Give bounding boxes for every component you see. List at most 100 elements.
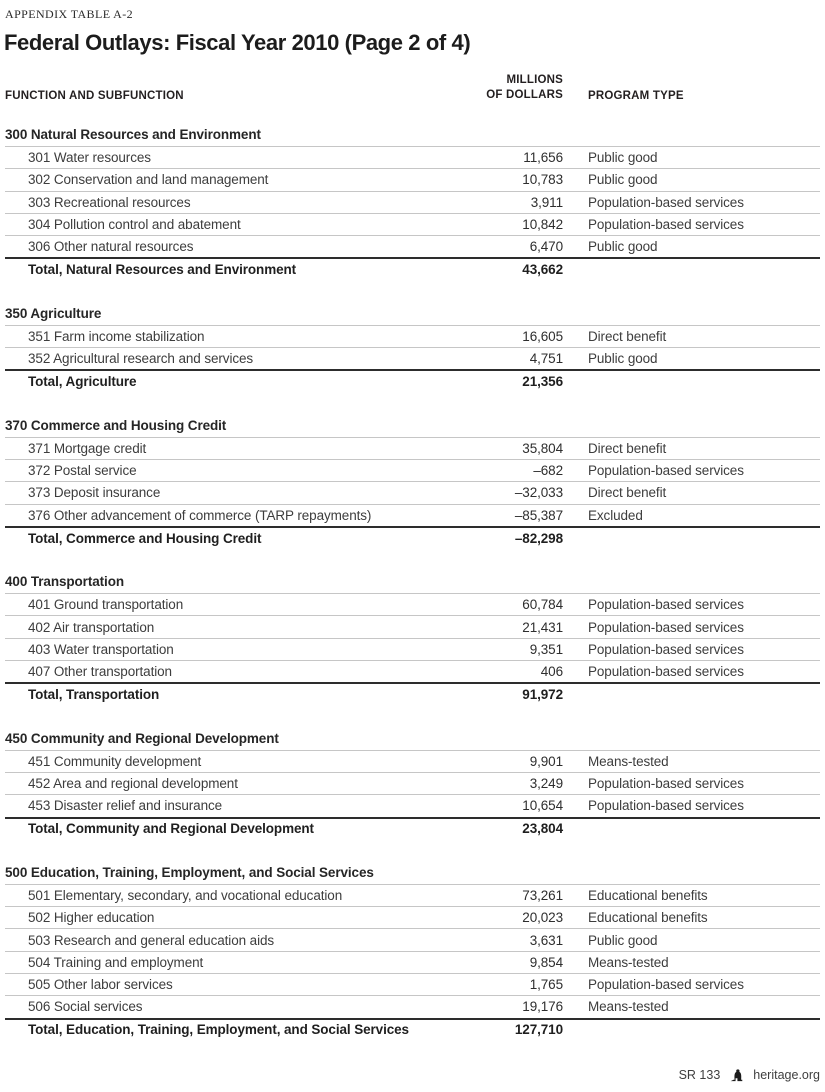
row-amount-value: 3,911 [530, 194, 563, 210]
row-amount-value: –85,387 [514, 507, 563, 523]
row-program-type: Educational benefits [588, 910, 708, 926]
total-row-amount: 23,804 [522, 821, 563, 837]
section-rows: 301 Water resources 11,656 Public good 302 … [5, 146, 820, 280]
page-footer: SR 133 heritage.org [679, 1065, 820, 1085]
total-row-amount: –82,298 [514, 530, 563, 546]
row-function-label: 501 Elementary, secondary, and vocationa… [28, 887, 343, 903]
row-amount-value: 9,854 [529, 954, 563, 970]
row-program-type: Population-based services [588, 194, 744, 210]
row-function-label: 401 Ground transportation [28, 597, 184, 613]
row-program-type: Population-based services [588, 641, 744, 657]
row-amount-value: 406 [540, 664, 563, 680]
section-rows: 351 Farm income stabilization 16,605 Direc… [5, 324, 820, 392]
row-program-type: Public good [588, 172, 658, 188]
table-row: 403 Water transportation 9,351 Population-… [5, 637, 820, 660]
row-program-type: Population-based services [588, 776, 744, 792]
row-program-type: Public good [588, 150, 658, 166]
table-row: 376 Other advancement of commerce (TARP … [5, 503, 820, 526]
total-row-label: Total, Agriculture [28, 374, 137, 390]
table-row: 352 Agricultural research and services 4,… [5, 347, 820, 369]
row-function-label: 352 Agricultural research and services [28, 351, 254, 367]
row-program-type: Means-tested [588, 753, 669, 769]
row-function-label: 302 Conservation and land management [28, 172, 269, 188]
section-header: 500 Education, Training, Employment, and… [5, 864, 374, 880]
row-amount-value: 9,901 [529, 753, 563, 769]
row-program-type: Means-tested [588, 954, 669, 970]
page-title: Federal Outlays: Fiscal Year 2010 (Page … [4, 30, 471, 55]
row-program-type: Direct benefit [588, 328, 667, 344]
row-function-label: 301 Water resources [28, 150, 151, 166]
row-function-label: 304 Pollution control and abatement [28, 217, 241, 233]
table-body: 300 Natural Resources and Environment 30… [5, 118, 820, 1040]
section-rows: 451 Community development 9,901 Means-test… [5, 749, 820, 839]
total-row-label: Total, Community and Regional Developmen… [28, 821, 314, 837]
section-header: 350 Agriculture [5, 305, 102, 321]
row-amount-value: 19,176 [522, 999, 563, 1015]
heritage-bell-icon [731, 1068, 743, 1081]
row-program-type: Population-based services [588, 597, 744, 613]
row-function-label: 506 Social services [28, 999, 143, 1015]
table-total-row: Total, Commerce and Housing Credit –82,29… [5, 525, 820, 548]
row-function-label: 452 Area and regional development [28, 776, 238, 792]
table-section: 500 Education, Training, Employment, and… [5, 861, 820, 1040]
column-header-function: FUNCTION AND SUBFUNCTION [5, 90, 184, 102]
row-function-label: 502 Higher education [28, 910, 155, 926]
row-amount-value: 60,784 [522, 597, 563, 613]
row-program-type: Direct benefit [588, 485, 667, 501]
table-row: 503 Research and general education aids 3… [5, 928, 820, 950]
row-amount-value: 6,470 [529, 239, 563, 255]
row-amount-value: –682 [533, 463, 563, 479]
total-row-amount: 21,356 [522, 374, 563, 390]
table-row: 453 Disaster relief and insurance 10,654 P… [5, 794, 820, 816]
column-header-program: PROGRAM TYPE [588, 90, 684, 102]
row-amount-value: 10,654 [522, 798, 563, 814]
total-row-amount: 91,972 [522, 686, 563, 702]
table-row: 401 Ground transportation 60,784 Populatio… [5, 593, 820, 615]
section-header: 450 Community and Regional Development [5, 730, 279, 746]
column-header-amount: MILLIONS OF DOLLARS [486, 73, 563, 102]
section-rows: 401 Ground transportation 60,784 Populatio… [5, 593, 820, 704]
table-row: 504 Training and employment 9,854 Means-te… [5, 950, 820, 973]
table-row: 452 Area and regional development 3,249 Po… [5, 771, 820, 794]
table-total-row: Total, Transportation 91,972 [5, 682, 820, 704]
table-row: 371 Mortgage credit 35,804 Direct benefit [5, 436, 820, 459]
table-row: 303 Recreational resources 3,911 Populatio… [5, 190, 820, 213]
table-section: 450 Community and Regional Development 4… [5, 727, 820, 839]
table-section: 300 Natural Resources and Environment 30… [5, 123, 820, 280]
row-program-type: Population-based services [588, 463, 744, 479]
row-program-type: Means-tested [588, 999, 669, 1015]
row-program-type: Direct benefit [588, 440, 667, 456]
table-row: 501 Elementary, secondary, and vocationa… [5, 883, 820, 906]
section-header: 370 Commerce and Housing Credit [5, 417, 227, 433]
total-row-amount: 43,662 [522, 262, 563, 278]
row-program-type: Population-based services [588, 977, 744, 993]
table-row: 407 Other transportation 406 Population-ba… [5, 660, 820, 682]
row-amount-value: 3,631 [529, 932, 563, 948]
column-header-amount-line2: OF DOLLARS [486, 88, 563, 101]
row-function-label: 407 Other transportation [28, 664, 172, 680]
table-section: 400 Transportation 401 Ground transporta… [5, 570, 820, 704]
table-row: 302 Conservation and land management 10,7… [5, 168, 820, 190]
row-amount-value: –32,033 [514, 485, 563, 501]
total-row-label: Total, Commerce and Housing Credit [28, 530, 262, 546]
row-amount-value: 21,431 [522, 619, 563, 635]
table-row: 402 Air transportation 21,431 Population-b… [5, 615, 820, 637]
row-amount-value: 20,023 [522, 910, 563, 926]
row-amount-value: 11,656 [523, 150, 563, 166]
table-total-row: Total, Agriculture 21,356 [5, 369, 820, 391]
row-function-label: 373 Deposit insurance [28, 485, 161, 501]
row-amount-value: 9,351 [529, 641, 563, 657]
row-program-type: Public good [588, 239, 658, 255]
total-row-label: Total, Education, Training, Employment, … [28, 1022, 409, 1038]
table-total-row: Total, Education, Training, Employment, … [5, 1017, 820, 1040]
row-amount-value: 3,249 [529, 776, 563, 792]
table-section: 370 Commerce and Housing Credit 371 Mort… [5, 414, 820, 548]
row-function-label: 372 Postal service [28, 463, 137, 479]
table-row: 301 Water resources 11,656 Public good [5, 146, 820, 168]
section-header: 300 Natural Resources and Environment [5, 127, 261, 142]
total-row-amount: 127,710 [514, 1022, 563, 1038]
row-function-label: 376 Other advancement of commerce (TARP … [28, 507, 372, 523]
row-function-label: 351 Farm income stabilization [28, 328, 205, 344]
table-row: 506 Social services 19,176 Means-tested [5, 995, 820, 1017]
row-program-type: Population-based services [588, 217, 744, 233]
